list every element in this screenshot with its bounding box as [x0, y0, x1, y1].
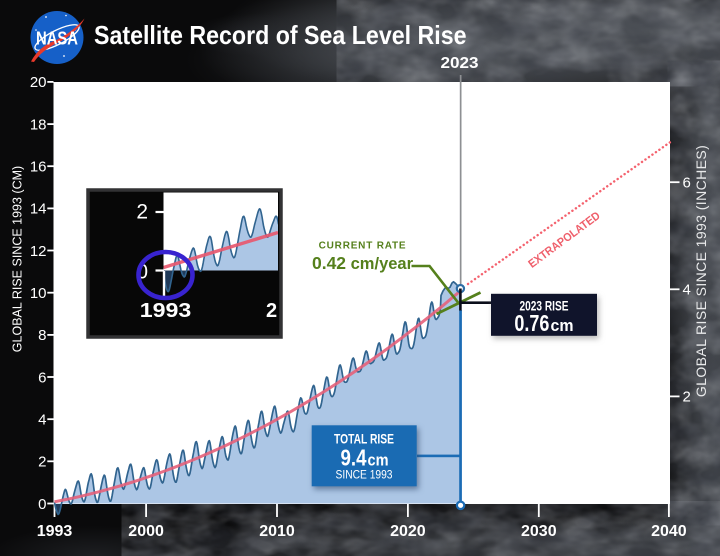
svg-text:2000: 2000	[128, 523, 164, 540]
svg-text:6: 6	[683, 175, 691, 192]
svg-text:0: 0	[136, 261, 148, 284]
svg-text:2030: 2030	[521, 523, 557, 540]
svg-text:CURRENT RATE: CURRENT RATE	[319, 241, 407, 252]
svg-text:0.76: 0.76	[514, 310, 549, 336]
svg-text:2020: 2020	[390, 523, 426, 540]
svg-text:14: 14	[30, 201, 47, 218]
svg-text:cm: cm	[551, 316, 574, 335]
svg-text:1993: 1993	[140, 300, 192, 322]
svg-text:0.42 cm/year: 0.42 cm/year	[312, 253, 414, 273]
svg-text:4: 4	[683, 282, 691, 299]
svg-text:GLOBAL RISE SINCE 1993 (CM): GLOBAL RISE SINCE 1993 (CM)	[11, 166, 25, 352]
svg-text:Satellite Record of Sea Level: Satellite Record of Sea Level Rise	[94, 20, 467, 50]
svg-text:NASA: NASA	[36, 29, 78, 49]
svg-text:9.4: 9.4	[341, 445, 367, 471]
svg-text:SINCE 1993: SINCE 1993	[336, 468, 393, 482]
svg-text:10: 10	[30, 285, 47, 302]
svg-text:2023: 2023	[441, 55, 479, 72]
svg-text:0: 0	[38, 496, 46, 513]
svg-text:TOTAL RISE: TOTAL RISE	[334, 431, 394, 446]
svg-text:2023 RISE: 2023 RISE	[520, 298, 569, 314]
svg-text:2: 2	[266, 300, 277, 322]
svg-text:cm: cm	[368, 451, 389, 470]
svg-text:2010: 2010	[259, 523, 295, 540]
svg-text:18: 18	[30, 116, 47, 133]
svg-text:2: 2	[38, 454, 46, 471]
svg-text:2: 2	[136, 201, 148, 224]
svg-text:12: 12	[30, 243, 47, 260]
svg-text:6: 6	[38, 369, 46, 386]
svg-text:GLOBAL RISE SINCE 1993 (INCHES: GLOBAL RISE SINCE 1993 (INCHES)	[693, 145, 709, 397]
svg-text:2: 2	[683, 389, 691, 406]
svg-text:8: 8	[38, 327, 46, 344]
svg-text:4: 4	[38, 412, 46, 429]
svg-text:20: 20	[30, 74, 47, 91]
svg-text:16: 16	[30, 159, 47, 176]
svg-text:1993: 1993	[37, 523, 73, 540]
svg-text:2040: 2040	[651, 523, 687, 540]
